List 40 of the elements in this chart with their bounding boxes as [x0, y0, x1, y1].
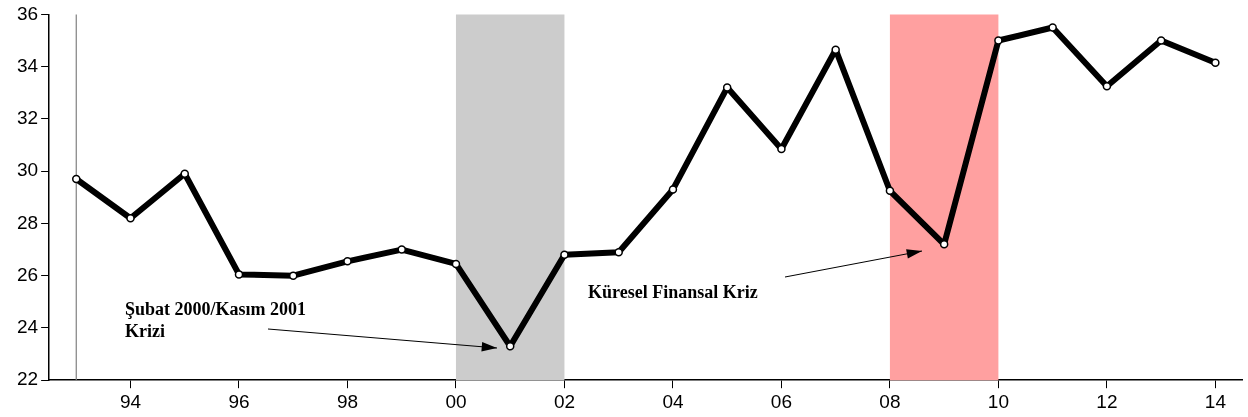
point — [1211, 58, 1220, 67]
point — [343, 257, 352, 266]
annotation: Küresel Finansal Kriz — [588, 282, 758, 302]
x-tick-label: 96 — [228, 390, 250, 412]
x-tick-label: 00 — [445, 390, 467, 412]
point — [668, 185, 678, 194]
x-tick-label: 14 — [1204, 390, 1227, 412]
point — [126, 213, 135, 223]
y-tick-label: 22 — [16, 368, 39, 390]
point — [1156, 36, 1166, 45]
point — [72, 174, 81, 184]
point — [722, 83, 732, 92]
y-tick-label: 26 — [16, 263, 39, 285]
y-tick-label: 30 — [16, 159, 39, 181]
y-tick-label: 32 — [16, 107, 39, 129]
x-tick-label: 08 — [879, 390, 901, 412]
point — [831, 45, 840, 54]
point — [614, 247, 623, 257]
x-tick-label: 98 — [336, 390, 359, 412]
x-tick-label: 06 — [770, 390, 792, 412]
y-tick-label: 34 — [16, 54, 39, 76]
point — [397, 245, 406, 254]
x-tick-label: 02 — [553, 390, 576, 412]
x-tick-label: 94 — [119, 390, 142, 412]
point — [994, 36, 1003, 45]
point — [234, 270, 244, 279]
x-tick-label: 04 — [662, 390, 684, 412]
point — [451, 259, 461, 269]
x-tick-label: 12 — [1096, 390, 1118, 412]
y-tick-label: 36 — [16, 2, 39, 24]
annotation: Şubat 2000/Kasım 2001 Krizi — [125, 299, 307, 341]
point — [1102, 82, 1112, 91]
y-tick-label: 28 — [16, 211, 39, 233]
point — [885, 186, 895, 196]
point — [939, 240, 949, 249]
y-tick-label: 24 — [16, 316, 39, 338]
point — [1048, 23, 1057, 32]
point — [288, 271, 298, 280]
point — [560, 250, 569, 260]
x-tick-label: 10 — [987, 390, 1009, 412]
